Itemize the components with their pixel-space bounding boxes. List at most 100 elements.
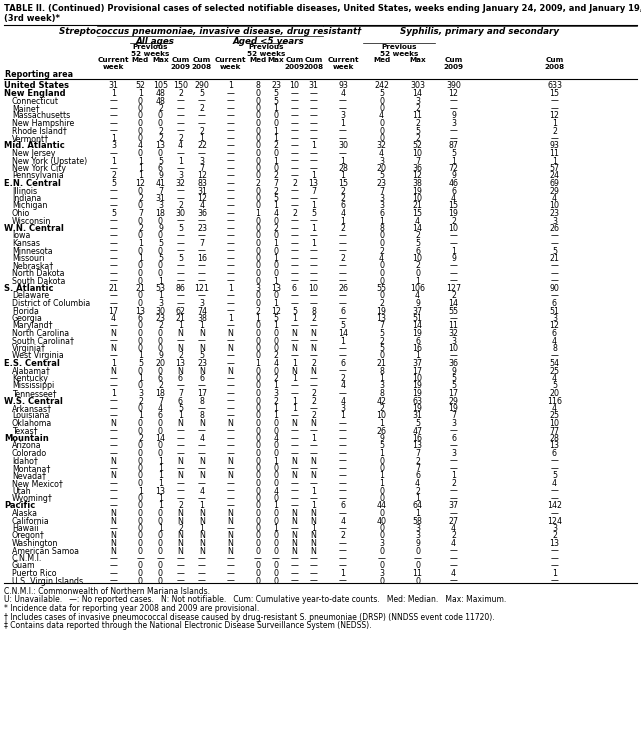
Text: 7: 7	[158, 186, 163, 195]
Text: —: —	[290, 562, 299, 571]
Text: 0: 0	[255, 164, 260, 173]
Text: 1: 1	[228, 314, 233, 323]
Text: 5: 5	[552, 381, 557, 390]
Text: —: —	[226, 351, 235, 360]
Text: 0: 0	[255, 299, 260, 308]
Text: California: California	[12, 516, 50, 525]
Text: Arkansas†: Arkansas†	[12, 404, 52, 413]
Text: 12: 12	[549, 111, 560, 121]
Text: 37: 37	[413, 307, 422, 316]
Text: 2: 2	[451, 531, 456, 541]
Text: —: —	[226, 179, 235, 188]
Text: 2: 2	[178, 89, 183, 98]
Text: 7: 7	[311, 186, 316, 195]
Text: 10: 10	[413, 149, 422, 158]
Text: —: —	[198, 119, 206, 128]
Text: 0: 0	[255, 231, 260, 240]
Text: Mississippi: Mississippi	[12, 381, 54, 390]
Text: 0: 0	[158, 329, 163, 338]
Text: 0: 0	[255, 412, 260, 421]
Text: 10: 10	[549, 201, 560, 210]
Text: Massachusetts: Massachusetts	[12, 111, 71, 121]
Text: 2: 2	[451, 216, 456, 225]
Text: 0: 0	[158, 149, 163, 158]
Text: —: —	[226, 299, 235, 308]
Text: 1: 1	[274, 134, 278, 143]
Text: N: N	[292, 509, 297, 518]
Text: 1: 1	[311, 434, 316, 443]
Text: 0: 0	[158, 539, 163, 548]
Text: 31: 31	[156, 194, 165, 203]
Text: 57: 57	[549, 164, 560, 173]
Text: 0: 0	[138, 111, 143, 121]
Text: —: —	[226, 442, 235, 451]
Text: 9: 9	[415, 299, 420, 308]
Text: 4: 4	[415, 216, 420, 225]
Text: 10: 10	[549, 419, 560, 428]
Text: 0: 0	[255, 442, 260, 451]
Text: 1: 1	[178, 412, 183, 421]
Text: Wyoming†: Wyoming†	[12, 494, 53, 503]
Text: —: —	[198, 292, 206, 301]
Text: 1: 1	[158, 464, 163, 473]
Text: —: —	[339, 344, 347, 353]
Text: 0: 0	[255, 464, 260, 473]
Text: 3: 3	[340, 404, 345, 413]
Text: 5: 5	[199, 89, 204, 98]
Text: 6: 6	[178, 374, 183, 383]
Text: 0: 0	[138, 547, 143, 556]
Text: 10: 10	[413, 254, 422, 263]
Text: E.N. Central: E.N. Central	[4, 179, 61, 188]
Text: N: N	[178, 366, 183, 375]
Text: —: —	[339, 127, 347, 136]
Text: 0: 0	[138, 262, 143, 271]
Text: N: N	[228, 366, 233, 375]
Text: West Virginia: West Virginia	[12, 351, 63, 360]
Text: 2: 2	[199, 127, 204, 136]
Text: 7: 7	[199, 239, 204, 248]
Text: 6: 6	[552, 449, 557, 458]
Text: N: N	[199, 344, 205, 353]
Text: —: —	[176, 577, 185, 586]
Text: C.N.M.I.: C.N.M.I.	[12, 554, 42, 563]
Text: —: —	[449, 457, 458, 466]
Text: 37: 37	[413, 359, 422, 368]
Text: 8: 8	[379, 389, 384, 398]
Text: 0: 0	[255, 516, 260, 525]
Text: 58: 58	[413, 516, 422, 525]
Text: 0: 0	[274, 569, 278, 578]
Text: 7: 7	[199, 164, 204, 173]
Text: Med: Med	[373, 57, 390, 63]
Text: —: —	[110, 577, 117, 586]
Text: N: N	[178, 531, 183, 541]
Text: 38: 38	[197, 314, 207, 323]
Text: —: —	[449, 547, 458, 556]
Text: Aged <5 years: Aged <5 years	[232, 37, 304, 46]
Text: N: N	[292, 344, 297, 353]
Text: —: —	[176, 127, 185, 136]
Text: —: —	[110, 562, 117, 571]
Text: 48: 48	[156, 96, 165, 105]
Text: —: —	[551, 104, 558, 113]
Text: —: —	[226, 464, 235, 473]
Text: 1: 1	[311, 142, 316, 151]
Text: 13: 13	[549, 539, 560, 548]
Text: 5: 5	[178, 254, 183, 263]
Text: 2: 2	[158, 127, 163, 136]
Text: N: N	[310, 366, 317, 375]
Text: 3: 3	[178, 172, 183, 181]
Text: N: N	[310, 419, 317, 428]
Text: —: —	[339, 577, 347, 586]
Text: 0: 0	[274, 464, 278, 473]
Text: 3: 3	[379, 539, 384, 548]
Text: 1: 1	[451, 471, 456, 480]
Text: —: —	[110, 351, 117, 360]
Text: 13: 13	[308, 179, 319, 188]
Text: 19: 19	[449, 209, 458, 218]
Text: N: N	[310, 471, 317, 480]
Text: —: —	[198, 96, 206, 105]
Text: 8: 8	[199, 412, 204, 421]
Text: N: N	[110, 366, 117, 375]
Text: —: —	[310, 562, 317, 571]
Text: 4: 4	[415, 292, 420, 301]
